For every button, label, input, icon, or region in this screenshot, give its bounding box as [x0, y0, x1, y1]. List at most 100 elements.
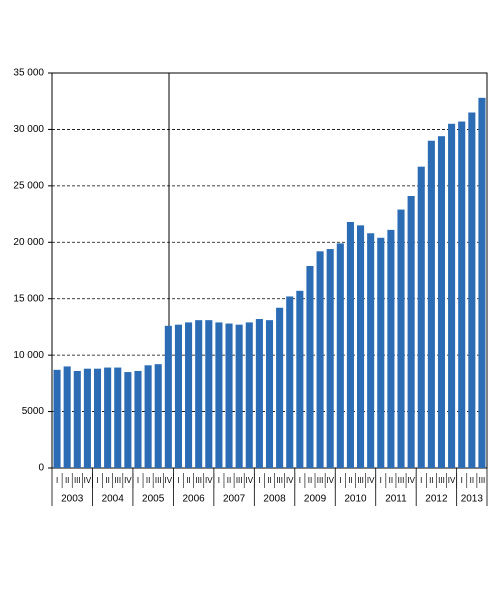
bar: [73, 370, 81, 468]
x-tick-label: I: [258, 476, 260, 485]
year-label: 2012: [425, 494, 448, 505]
x-tick-label: II: [65, 476, 69, 485]
x-tick-label: II: [308, 476, 312, 485]
x-tick-label: I: [137, 476, 139, 485]
x-tick-label: II: [146, 476, 150, 485]
x-tick-label: II: [267, 476, 271, 485]
bar: [235, 324, 243, 468]
x-tick-label: II: [186, 476, 190, 485]
bar: [468, 112, 476, 468]
y-tick-label: 25 000: [13, 180, 44, 191]
bar: [296, 290, 304, 468]
bar: [276, 307, 284, 468]
year-label: 2010: [344, 494, 367, 505]
x-tick-label: III: [276, 476, 283, 485]
bar: [427, 140, 435, 468]
bar: [326, 249, 334, 468]
year-label: 2011: [385, 494, 407, 505]
bar: [255, 319, 263, 468]
year-label: 2005: [142, 494, 165, 505]
x-tick-label: IV: [245, 476, 253, 485]
x-tick-label: II: [429, 476, 433, 485]
x-tick-label: I: [56, 476, 58, 485]
x-tick-label: I: [218, 476, 220, 485]
bar: [134, 370, 142, 468]
bar: [478, 97, 486, 468]
x-tick-label: I: [461, 476, 463, 485]
x-tick-label: III: [155, 476, 162, 485]
bar: [377, 237, 385, 468]
x-tick-label: IV: [84, 476, 92, 485]
year-label: 2007: [223, 494, 246, 505]
x-tick-label: I: [177, 476, 179, 485]
year-label: 2006: [183, 494, 206, 505]
bar: [265, 320, 274, 468]
x-tick-label: IV: [205, 476, 213, 485]
x-tick-label: III: [398, 476, 405, 485]
x-tick-label: II: [470, 476, 474, 485]
bar: [346, 221, 354, 468]
bar: [437, 136, 446, 468]
x-tick-label: III: [479, 476, 486, 485]
x-tick-label: III: [114, 476, 121, 485]
bar: [195, 320, 203, 468]
bar: [154, 364, 162, 468]
x-tick-label: II: [389, 476, 393, 485]
bar: [245, 322, 253, 468]
x-tick-label: III: [236, 476, 243, 485]
bar: [316, 251, 324, 468]
bar: [336, 243, 344, 468]
bar: [387, 229, 395, 468]
y-tick-label: 30 000: [13, 124, 44, 135]
year-label: 2013: [461, 494, 484, 505]
bar: [164, 325, 172, 468]
x-tick-label: III: [438, 476, 445, 485]
year-label: 2009: [304, 494, 327, 505]
bar: [205, 320, 213, 468]
bar: [286, 296, 294, 468]
x-tick-label: IV: [407, 476, 415, 485]
x-tick-label: IV: [448, 476, 456, 485]
x-tick-label: I: [96, 476, 98, 485]
x-tick-label: III: [317, 476, 324, 485]
x-tick-label: IV: [367, 476, 375, 485]
bar: [225, 323, 233, 468]
year-label: 2003: [61, 494, 84, 505]
x-tick-label: II: [348, 476, 352, 485]
bar: [367, 233, 375, 468]
bar: [93, 368, 102, 468]
x-tick-label: I: [380, 476, 382, 485]
bar: [357, 225, 365, 468]
x-tick-label: II: [105, 476, 109, 485]
bar: [407, 196, 415, 468]
bar: [53, 369, 61, 468]
y-tick-label: 20 000: [13, 237, 44, 248]
x-tick-label: III: [357, 476, 364, 485]
bar: [114, 367, 122, 468]
bar: [174, 324, 182, 468]
x-tick-label: IV: [326, 476, 334, 485]
bar: [185, 322, 193, 468]
bar: [417, 166, 425, 468]
bar: [397, 209, 405, 469]
x-tick-label: III: [195, 476, 202, 485]
x-tick-label: I: [420, 476, 422, 485]
bar: [104, 367, 112, 468]
bar: [144, 365, 152, 468]
bar: [83, 368, 91, 468]
bar: [215, 322, 223, 468]
x-tick-label: III: [74, 476, 81, 485]
year-label: 2008: [263, 494, 286, 505]
x-tick-label: I: [339, 476, 341, 485]
year-label: 2004: [102, 494, 125, 505]
bar: [458, 121, 466, 469]
y-tick-label: 10 000: [13, 350, 44, 361]
x-tick-label: IV: [286, 476, 294, 485]
bar: [63, 366, 71, 468]
x-tick-label: IV: [165, 476, 173, 485]
y-tick-label: 0: [38, 463, 44, 474]
y-tick-label: 35 000: [13, 68, 44, 79]
bar: [448, 123, 456, 469]
x-tick-label: II: [227, 476, 231, 485]
